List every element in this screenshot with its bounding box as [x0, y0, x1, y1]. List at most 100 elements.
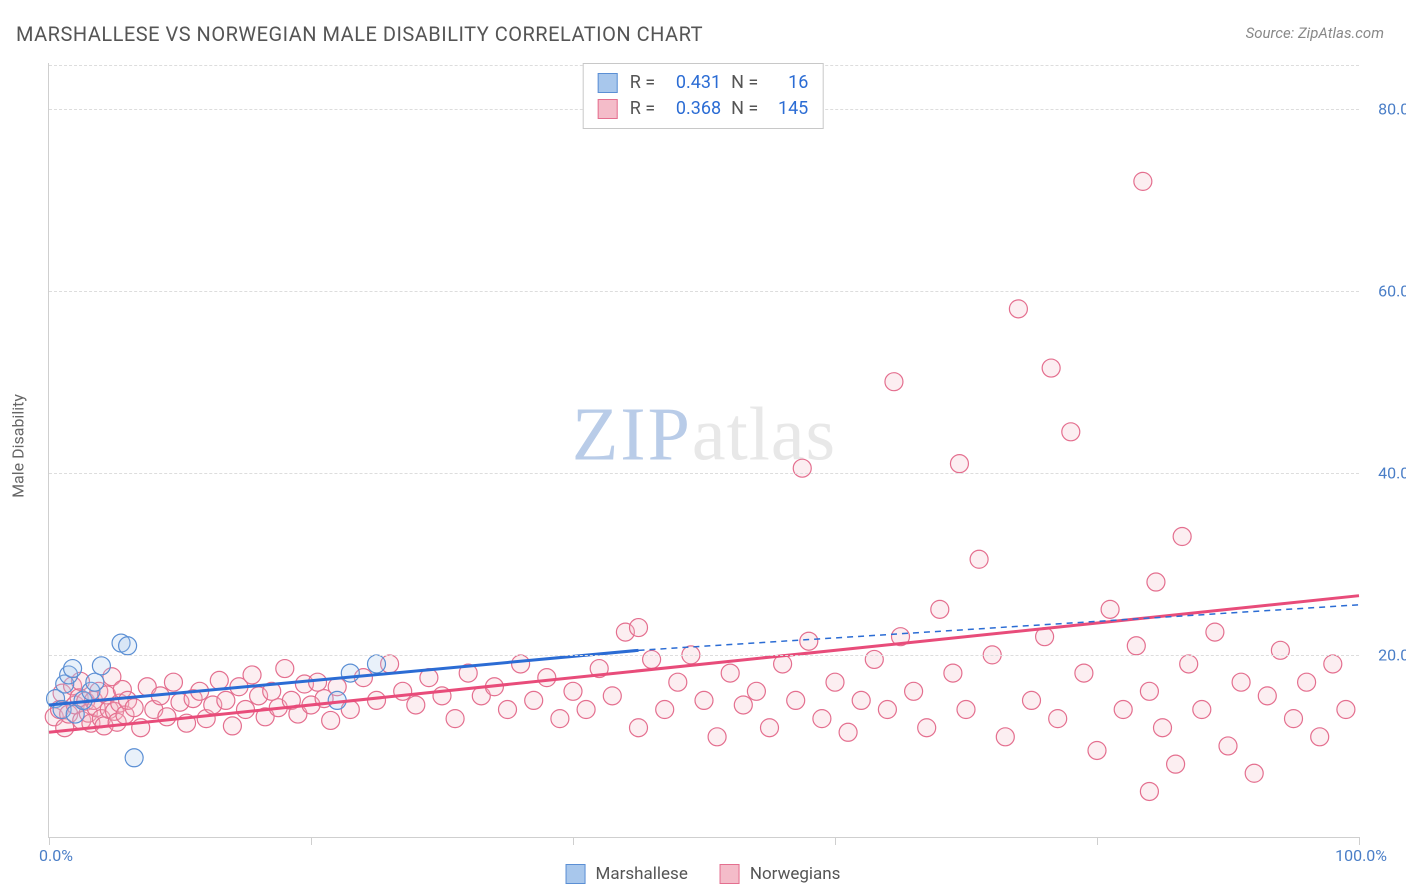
scatter-point-marshallese — [64, 660, 82, 678]
scatter-point-norwegians — [885, 373, 903, 391]
swatch-norwegians — [598, 99, 618, 119]
scatter-point-norwegians — [125, 699, 143, 717]
stats-legend: R = 0.431 N = 16 R = 0.368 N = 145 — [583, 63, 824, 129]
scatter-point-norwegians — [970, 550, 988, 568]
scatter-point-marshallese — [119, 637, 137, 655]
r-value-1: 0.368 — [665, 96, 721, 122]
scatter-point-norwegians — [1324, 655, 1342, 673]
legend-swatch-marshallese — [566, 864, 586, 884]
scatter-point-norwegians — [564, 682, 582, 700]
scatter-point-norwegians — [787, 691, 805, 709]
xtick-mark — [1359, 837, 1360, 845]
scatter-point-norwegians — [721, 664, 739, 682]
scatter-point-norwegians — [164, 673, 182, 691]
scatter-point-marshallese — [86, 673, 104, 691]
y-axis-label: Male Disability — [9, 394, 28, 498]
scatter-point-norwegians — [1311, 728, 1329, 746]
scatter-point-norwegians — [1114, 701, 1132, 719]
scatter-point-norwegians — [1232, 673, 1250, 691]
scatter-point-norwegians — [793, 459, 811, 477]
scatter-point-norwegians — [1042, 359, 1060, 377]
scatter-point-norwegians — [1245, 764, 1263, 782]
ytick-label: 40.0% — [1361, 463, 1406, 482]
scatter-point-norwegians — [1023, 691, 1041, 709]
r-label-0: R = — [630, 70, 655, 96]
source-label: Source: ZipAtlas.com — [1246, 24, 1384, 42]
stats-row-marshallese: R = 0.431 N = 16 — [598, 70, 809, 96]
scatter-point-norwegians — [865, 650, 883, 668]
scatter-point-norwegians — [695, 691, 713, 709]
legend-label-norwegians: Norwegians — [750, 864, 841, 884]
r-value-0: 0.431 — [665, 70, 721, 96]
gridline — [49, 473, 1359, 474]
scatter-point-norwegians — [1134, 172, 1152, 190]
plot-svg — [49, 63, 1359, 837]
xtick-mark — [311, 837, 312, 845]
scatter-point-norwegians — [551, 710, 569, 728]
xtick-label-left: 0.0% — [39, 846, 73, 865]
scatter-point-norwegians — [839, 723, 857, 741]
scatter-point-norwegians — [407, 696, 425, 714]
scatter-point-norwegians — [1258, 687, 1276, 705]
legend-label-marshallese: Marshallese — [596, 864, 688, 884]
scatter-point-norwegians — [643, 650, 661, 668]
r-label-1: R = — [630, 96, 655, 122]
scatter-point-norwegians — [918, 719, 936, 737]
scatter-point-norwegians — [368, 691, 386, 709]
scatter-point-norwegians — [747, 682, 765, 700]
legend-item-norwegians: Norwegians — [720, 864, 841, 884]
scatter-point-norwegians — [499, 701, 517, 719]
xtick-mark — [1097, 837, 1098, 845]
scatter-point-norwegians — [1062, 423, 1080, 441]
trendline-marshallese-extrapolated — [639, 605, 1360, 651]
stats-row-norwegians: R = 0.368 N = 145 — [598, 96, 809, 122]
scatter-point-norwegians — [1173, 528, 1191, 546]
scatter-point-norwegians — [217, 691, 235, 709]
scatter-point-norwegians — [761, 719, 779, 737]
scatter-point-norwegians — [669, 673, 687, 691]
scatter-point-norwegians — [538, 669, 556, 687]
scatter-point-norwegians — [813, 710, 831, 728]
scatter-point-norwegians — [931, 600, 949, 618]
scatter-point-norwegians — [734, 696, 752, 714]
swatch-marshallese — [598, 73, 618, 93]
n-value-0: 16 — [768, 70, 808, 96]
scatter-point-norwegians — [852, 691, 870, 709]
scatter-point-norwegians — [276, 660, 294, 678]
scatter-point-norwegians — [1193, 701, 1211, 719]
xtick-label-right: 100.0% — [1335, 846, 1387, 865]
scatter-point-norwegians — [1219, 737, 1237, 755]
scatter-point-norwegians — [223, 717, 241, 735]
scatter-point-norwegians — [944, 664, 962, 682]
scatter-point-marshallese — [125, 749, 143, 767]
chart-title: MARSHALLESE VS NORWEGIAN MALE DISABILITY… — [16, 22, 703, 46]
trendline-norwegians — [49, 596, 1359, 733]
scatter-point-norwegians — [237, 701, 255, 719]
scatter-point-norwegians — [1140, 682, 1158, 700]
scatter-point-norwegians — [309, 673, 327, 691]
scatter-point-norwegians — [950, 455, 968, 473]
scatter-point-norwegians — [603, 687, 621, 705]
scatter-point-norwegians — [708, 728, 726, 746]
scatter-point-marshallese — [341, 664, 359, 682]
scatter-point-norwegians — [512, 655, 530, 673]
n-value-1: 145 — [768, 96, 808, 122]
scatter-point-norwegians — [630, 619, 648, 637]
scatter-point-norwegians — [905, 682, 923, 700]
xtick-mark — [835, 837, 836, 845]
plot-area: ZIPatlas 20.0%40.0%60.0%80.0%0.0%100.0% — [48, 63, 1359, 838]
scatter-point-norwegians — [1154, 719, 1172, 737]
n-label-1: N = — [731, 96, 758, 122]
gridline — [49, 655, 1359, 656]
xtick-mark — [573, 837, 574, 845]
scatter-point-norwegians — [1101, 600, 1119, 618]
scatter-point-norwegians — [243, 666, 261, 684]
scatter-point-marshallese — [92, 657, 110, 675]
scatter-point-norwegians — [1271, 641, 1289, 659]
scatter-point-norwegians — [1140, 782, 1158, 800]
scatter-point-norwegians — [446, 710, 464, 728]
scatter-point-norwegians — [1167, 755, 1185, 773]
scatter-point-norwegians — [210, 671, 228, 689]
scatter-point-norwegians — [1147, 573, 1165, 591]
scatter-point-norwegians — [1075, 664, 1093, 682]
